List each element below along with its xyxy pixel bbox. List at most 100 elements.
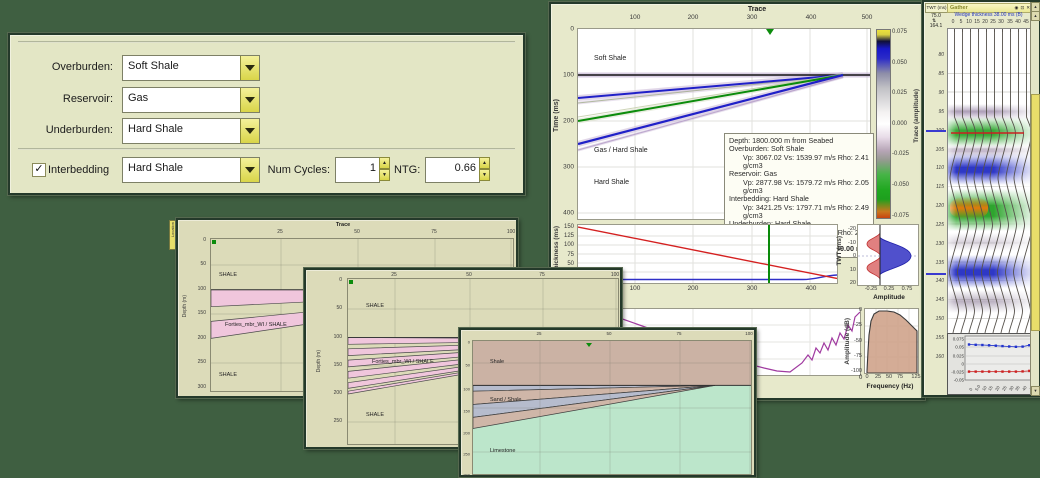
interbedding-select[interactable]: Hard Shale bbox=[122, 157, 260, 183]
wc-label-top: SHALE bbox=[366, 303, 385, 309]
wd-label-top: Shale bbox=[490, 359, 505, 365]
spectrum-x-label: Frequency (Hz) bbox=[866, 383, 914, 390]
num-cycles-label: Num Cycles: bbox=[267, 164, 330, 176]
avo-panel[interactable]: 0.075 0.05 0.025 0 -0.025 -0.05 0 5.0 10 15 20 25 3… bbox=[947, 333, 1035, 395]
spin-down-icon[interactable]: ▼ bbox=[379, 169, 390, 181]
tick-label: 0.025 bbox=[892, 90, 908, 96]
ntg-stepper[interactable]: ▲ ▼ bbox=[479, 157, 490, 181]
tick-label: 100 bbox=[197, 286, 206, 292]
tick-label: 35 bbox=[1014, 385, 1021, 392]
tick-label: 200 bbox=[687, 14, 699, 21]
wb-label-mid: Forties_mbr_WI / SHALE bbox=[225, 322, 287, 328]
wd-label-mid: Sand / Shale bbox=[490, 397, 522, 403]
tick-label: 200 bbox=[333, 390, 342, 396]
tick-label: 0 bbox=[852, 253, 856, 259]
tick-label: 400 bbox=[563, 209, 574, 217]
thickness-y-ticks: 1501251007550250 bbox=[551, 4, 574, 294]
reservoir-select[interactable]: Gas bbox=[122, 87, 260, 113]
tick-label: 125 bbox=[911, 374, 921, 380]
range-spinner-icon[interactable]: ⇅ bbox=[932, 18, 937, 24]
tick-label: 5 bbox=[959, 19, 963, 25]
avo-x-ticks: 05.01015202530354045 bbox=[948, 381, 1035, 394]
chevron-down-icon[interactable] bbox=[240, 56, 259, 80]
spin-up-icon[interactable]: ▲ bbox=[479, 157, 490, 169]
wavelet-y-ticks: -20 -10 0 10 20 bbox=[843, 4, 856, 294]
num-cycles-input[interactable]: 1 bbox=[335, 157, 380, 183]
check-icon: ✓ bbox=[34, 163, 44, 175]
wc-x-ticks: 25 50 75 100 bbox=[306, 272, 620, 279]
top-groove bbox=[18, 41, 515, 43]
gather-scrollbar[interactable]: ▲ ▲ ▼ bbox=[1030, 2, 1040, 396]
tick-label: -25 bbox=[854, 322, 862, 328]
tick-label: 200 bbox=[463, 430, 470, 436]
wd-wedge-plot[interactable]: Shale Sand / Shale Limestone bbox=[472, 340, 752, 475]
tick-label: 50 bbox=[465, 362, 470, 368]
tick-label: 200 bbox=[563, 117, 574, 125]
tick-label: 125 bbox=[935, 222, 944, 228]
tick-label: 0 bbox=[865, 374, 869, 380]
thickness-x-ticks: 100 200 300 400 bbox=[551, 285, 923, 293]
ntg-input[interactable]: 0.66 bbox=[425, 157, 480, 183]
interbedding-label: Interbedding bbox=[48, 164, 110, 176]
main-x-axis-ticks: 100 200 300 400 500 bbox=[551, 14, 923, 22]
tick-label: 130 bbox=[935, 241, 944, 247]
scroll-down-icon[interactable]: ▼ bbox=[1031, 386, 1040, 396]
tick-label: 0 bbox=[203, 237, 206, 243]
window-minimize-icon[interactable]: ◉ bbox=[1014, 5, 1019, 10]
scrollbar-thumb[interactable] bbox=[1031, 94, 1040, 331]
tick-label: 200 bbox=[687, 285, 699, 292]
tick-label: 100 bbox=[629, 14, 641, 21]
tick-label: -0.025 bbox=[892, 151, 910, 157]
tick-label: 0.75 bbox=[901, 286, 913, 292]
tick-label: 0 bbox=[858, 307, 862, 313]
tick-label: 150 bbox=[197, 310, 206, 316]
trace-position-marker[interactable] bbox=[766, 29, 774, 35]
wavelet-plot[interactable] bbox=[857, 224, 919, 286]
gather-angle-ticks: 0 5 10 15 20 25 30 35 40 45 bbox=[947, 19, 1030, 27]
amplitude-plot-corner-tick: 0 bbox=[859, 375, 863, 381]
tick-label: -0.025 bbox=[951, 369, 964, 375]
chevron-down-icon[interactable] bbox=[240, 119, 259, 143]
tick-label: 150 bbox=[463, 408, 470, 414]
spectrum-plot[interactable] bbox=[864, 308, 919, 374]
tick-label: 155 bbox=[935, 335, 944, 341]
gather-header-text: Wedge thickness 38.00 ms (B) bbox=[954, 12, 1023, 18]
tick-label: 250 bbox=[333, 418, 342, 424]
tick-label: 100 bbox=[506, 229, 516, 235]
wd-y-ticks: 0 50 100 150 200 250 300 bbox=[461, 330, 470, 478]
scroll-up2-icon[interactable]: ▲ bbox=[1031, 11, 1040, 21]
tick-label: 20 bbox=[982, 19, 988, 25]
interbedding-checkbox[interactable]: ✓ bbox=[32, 163, 46, 177]
spin-down-icon[interactable]: ▼ bbox=[479, 169, 490, 181]
colorbar-ticks: 0.075 0.050 0.025 0.000 -0.025 -0.050 -0.075 bbox=[892, 4, 916, 224]
tick-label: 200 bbox=[197, 335, 206, 341]
tick-label: 0.000 bbox=[892, 121, 908, 127]
tick-label: 145 bbox=[935, 297, 944, 303]
wb-x-ticks: 25 50 75 100 bbox=[178, 229, 516, 236]
amplitude-colorbar bbox=[876, 29, 891, 219]
gather-plot[interactable] bbox=[947, 28, 1032, 373]
underburden-select[interactable]: Hard Shale bbox=[122, 118, 260, 144]
window-restore-icon[interactable]: ⊡ bbox=[1020, 5, 1025, 10]
tick-label: 25 bbox=[391, 272, 397, 278]
chevron-down-icon[interactable] bbox=[240, 88, 259, 112]
wedge-base-marker bbox=[926, 273, 946, 275]
tick-label: 80 bbox=[938, 52, 944, 58]
region-label-underburden: Hard Shale bbox=[594, 179, 630, 186]
reservoir-value: Gas bbox=[128, 92, 149, 104]
tick-label: 75 bbox=[896, 374, 904, 380]
spin-up-icon[interactable]: ▲ bbox=[379, 157, 390, 169]
wavelet-y-label: TWT (ms) bbox=[836, 236, 843, 266]
tick-label: -0.050 bbox=[892, 182, 910, 188]
wd-label-bot: Limestone bbox=[490, 448, 516, 454]
tick-label: 20 bbox=[994, 385, 1001, 392]
num-cycles-stepper[interactable]: ▲ ▼ bbox=[379, 157, 390, 181]
trace-position-marker[interactable] bbox=[586, 343, 592, 347]
chevron-down-icon[interactable] bbox=[240, 158, 259, 182]
overburden-select[interactable]: Soft Shale bbox=[122, 55, 260, 81]
seismic-plot[interactable]: Soft Shale Gas / Hard Shale Hard Shale D… bbox=[577, 28, 874, 258]
tick-label: 300 bbox=[197, 384, 206, 390]
window-close-icon[interactable]: ✕ bbox=[1026, 5, 1030, 10]
seismic-events-canvas bbox=[578, 29, 870, 219]
spectrum-x-ticks: 0 25 50 75 125 bbox=[551, 374, 923, 382]
